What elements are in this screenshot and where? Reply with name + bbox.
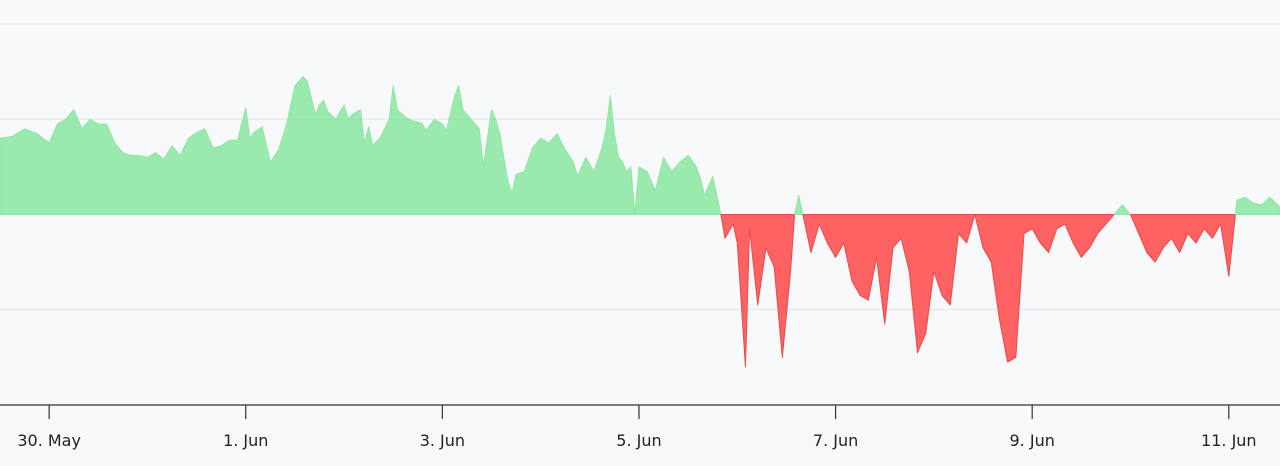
x-tick-label: 3. Jun: [420, 431, 465, 450]
x-axis-ticks: 30. May 1. Jun 3. Jun 5. Jun 7. Jun 9. Jun 11.…: [17, 405, 1257, 450]
area-series: [0, 75, 1280, 368]
negative-area-segment: [720, 214, 796, 368]
negative-area-segment: [974, 214, 1115, 363]
x-tick-label: 1. Jun: [223, 431, 268, 450]
negative-area-segment: [1130, 214, 1236, 277]
positive-area-segment: [1234, 196, 1280, 215]
negative-area-segment: [802, 214, 976, 354]
x-tick-label: 30. May: [17, 431, 81, 450]
positive-area-segment: [0, 75, 722, 215]
x-tick-label: 7. Jun: [813, 431, 858, 450]
x-tick-label: 5. Jun: [616, 431, 661, 450]
positive-area-segment: [794, 194, 804, 215]
x-tick-label: 11. Jun: [1201, 431, 1257, 450]
positive-area-segment: [1113, 204, 1131, 215]
x-tick-label: 9. Jun: [1010, 431, 1055, 450]
